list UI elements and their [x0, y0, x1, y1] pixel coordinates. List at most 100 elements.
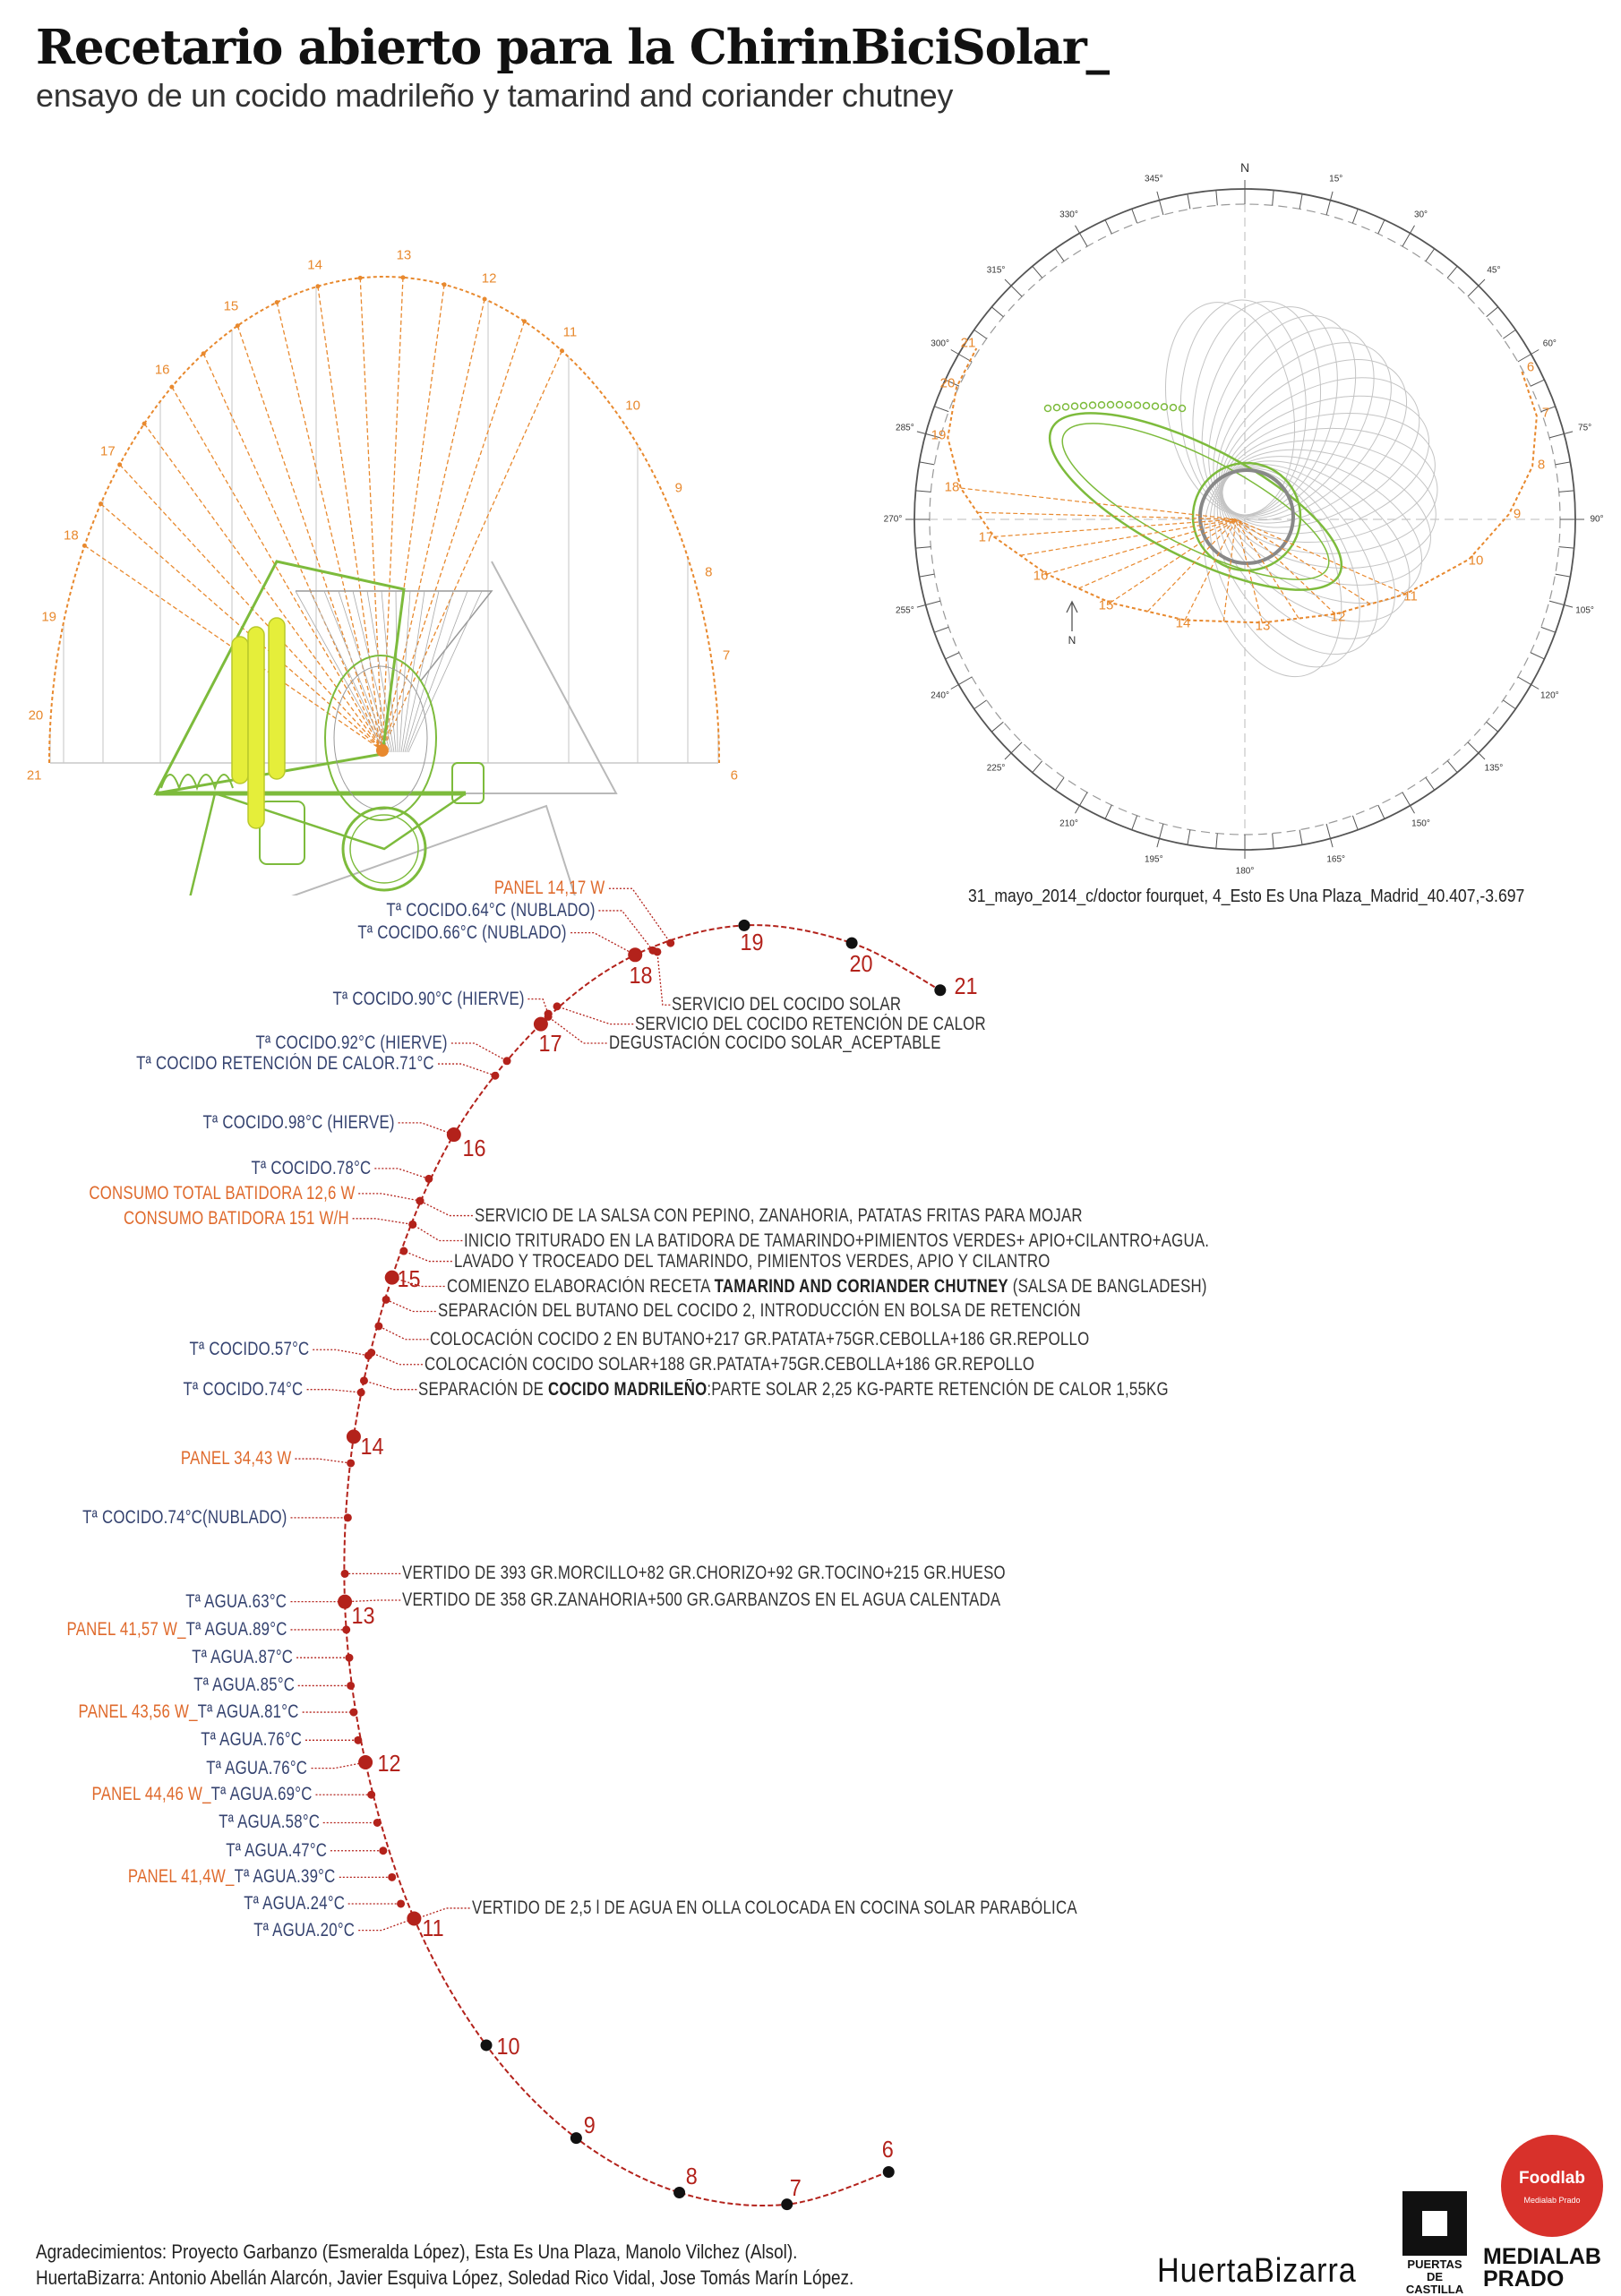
- reflector-line: [295, 590, 386, 753]
- sun-ray: [119, 464, 383, 751]
- timeline-left-label: CONSUMO BATIDORA 151 W/H: [124, 1208, 349, 1229]
- sun-ray: [236, 325, 383, 751]
- sun-position-dot: [274, 300, 279, 305]
- power-reading: PANEL 41,57 W_: [66, 1618, 186, 1640]
- plant-dot: [1133, 401, 1142, 409]
- focus-point: [376, 744, 389, 757]
- compass-tick: [1131, 815, 1138, 830]
- event-text: LAVADO Y TROCEADO DEL TAMARINDO, PIMIENT…: [453, 1250, 1051, 1272]
- label-connector: [374, 1168, 430, 1180]
- label-connector: [598, 910, 654, 951]
- label-connector: [311, 1761, 366, 1769]
- timeline-left-label: Tª AGUA.76°C: [207, 1758, 308, 1779]
- compass-tick: [1299, 193, 1303, 210]
- solar-diagrams: [48, 180, 1584, 895]
- sun-ray: [359, 278, 383, 751]
- sun-position-dot: [99, 501, 104, 507]
- timeline-right-label: INICIO TRITURADO EN LA BATIDORA DE TAMAR…: [464, 1230, 1209, 1252]
- compass-tick: [916, 600, 941, 608]
- timeline-left-label: Tª COCIDO.98°C (HIERVE): [202, 1112, 394, 1134]
- timeline-hour-label: 14: [360, 1433, 384, 1461]
- compass-hour-label: 20: [939, 375, 956, 391]
- north-arrow-icon: [1066, 600, 1078, 631]
- compass-degree-label: 150°: [1411, 818, 1430, 829]
- event-dot: [356, 1388, 365, 1397]
- plant-dot: [1043, 404, 1052, 413]
- compass-tick: [1075, 792, 1088, 814]
- compass-tick: [1004, 278, 1023, 297]
- sun-azimuth-ray: [1110, 518, 1237, 604]
- reflector-line: [399, 590, 411, 753]
- power-reading: PANEL 41,4W_: [128, 1866, 235, 1888]
- sun-position-dot: [315, 284, 321, 289]
- compass-hour-label: 11: [1403, 588, 1418, 604]
- plant-dot: [1052, 403, 1061, 412]
- temperature-reading: Tª COCIDO.92°C (HIERVE): [255, 1032, 448, 1053]
- label-connector: [385, 1298, 436, 1313]
- event-text: COCIDO MADRILEÑO: [548, 1378, 708, 1400]
- label-connector: [306, 1389, 362, 1393]
- compass-tick: [1548, 431, 1574, 439]
- plant-dot: [1061, 403, 1070, 411]
- timeline-right-label: COMIENZO ELABORACIÓN RECETA TAMARIND AND…: [447, 1276, 1207, 1298]
- compass-hour-label: 12: [1330, 609, 1346, 625]
- compass-degree-label: 225°: [986, 763, 1006, 774]
- event-text: SEPARACIÓN DEL BUTANO DEL COCIDO 2, INTR…: [437, 1300, 1081, 1322]
- event-dot: [653, 947, 662, 956]
- timeline-right-label: COLOCACIÓN COCIDO SOLAR+188 GR.PATATA+75…: [425, 1354, 1034, 1375]
- compass-tick: [1530, 652, 1545, 660]
- temperature-reading: Tª COCIDO.57°C: [189, 1339, 310, 1360]
- timeline-hour-label: 21: [954, 972, 978, 999]
- bike-leg-green: [189, 792, 467, 895]
- compass-hour-label: 10: [1468, 553, 1484, 569]
- timeline-hour-label: 10: [496, 2032, 520, 2060]
- compass-tick: [1517, 676, 1540, 690]
- timeline-left-label: Tª AGUA.47°C: [226, 1840, 327, 1862]
- compass-degree-label: 285°: [896, 423, 914, 433]
- hour-marker: [934, 984, 947, 997]
- event-dot: [359, 1376, 368, 1385]
- compass-tick: [1446, 760, 1458, 773]
- timeline-hour-label: 6: [881, 2136, 894, 2163]
- sun-azimuth-ray: [977, 511, 1237, 520]
- compass-tick: [919, 573, 935, 578]
- hanging-plant-icon: [247, 626, 265, 829]
- compass-tick: [1377, 804, 1385, 819]
- compass-degree-label: 15°: [1329, 174, 1343, 184]
- sun-azimuth-ray: [1235, 518, 1336, 615]
- temperature-reading: Tª COCIDO.78°C: [251, 1157, 372, 1178]
- compass-tick: [1272, 833, 1274, 849]
- timeline-left-label: Tª COCIDO.90°C (HIERVE): [332, 989, 524, 1010]
- plant-dot: [1169, 403, 1178, 412]
- compass-tick: [934, 406, 949, 413]
- compass-tick: [915, 490, 931, 493]
- label-connector: [398, 1122, 455, 1135]
- temperature-reading: Tª AGUA.47°C: [226, 1839, 327, 1861]
- event-text: VERTIDO DE 393 GR.MORCILLO+82 GR.CHORIZO…: [402, 1563, 1007, 1584]
- timeline-hour-label: 16: [462, 1135, 486, 1162]
- timeline-left-label: PANEL 41,57 W_Tª AGUA.89°C: [66, 1619, 287, 1641]
- compass-tick: [1540, 406, 1556, 413]
- event-dot: [347, 1459, 356, 1468]
- elevation-hour-label: 11: [562, 324, 578, 340]
- power-reading: CONSUMO BATIDORA 151 W/H: [123, 1207, 349, 1229]
- compass-tick: [973, 329, 987, 339]
- compass-tick: [1402, 225, 1415, 247]
- event-dot: [345, 1653, 354, 1662]
- temperature-reading: Tª COCIDO.66°C (NUBLADO): [357, 921, 568, 943]
- compass-tick: [919, 461, 935, 466]
- timeline-hour-label: 8: [685, 2162, 698, 2189]
- compass-tick: [1446, 266, 1458, 278]
- plant-dot: [1142, 401, 1151, 410]
- compass-tick: [1517, 349, 1540, 363]
- compass-degree-label: 105°: [1575, 605, 1594, 616]
- label-connector: [608, 887, 672, 944]
- elevation-hour-label: 8: [705, 564, 713, 580]
- credits-line-2: HuertaBizarra: Antonio Abellán Alarcón, …: [36, 2266, 854, 2289]
- credits: Agradecimientos: Proyecto Garbanzo (Esme…: [36, 2239, 853, 2291]
- compass-hour-label: 15: [1098, 597, 1114, 613]
- compass-tick: [1131, 209, 1138, 224]
- event-dot: [374, 1322, 383, 1331]
- elevation-hour-label: 7: [722, 647, 731, 664]
- compass-tick: [1351, 209, 1359, 224]
